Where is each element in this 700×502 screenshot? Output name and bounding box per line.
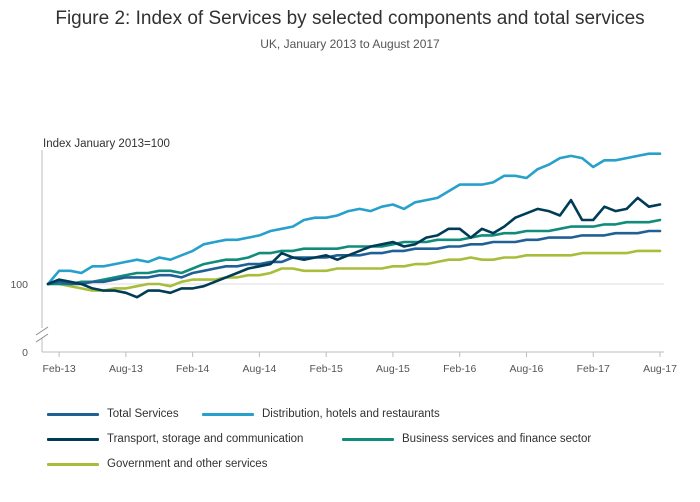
series-line-total-services xyxy=(46,229,662,286)
x-tick-label: Feb-14 xyxy=(176,363,209,375)
y-axis-title: Index January 2013=100 xyxy=(43,138,170,150)
y-tick-label: 0 xyxy=(22,347,28,359)
legend-label: Business services and finance sector xyxy=(402,433,592,445)
legend-swatch xyxy=(47,412,99,416)
x-tick-label: Aug-15 xyxy=(376,363,410,375)
series-line-business-services-and-finance-sector xyxy=(46,218,662,286)
legend-swatch xyxy=(47,437,99,441)
line-chart: Index January 2013=100 Feb-13 Aug-13 Feb-1… xyxy=(10,138,677,375)
legend-swatch xyxy=(202,412,254,416)
series-line-transport-storage-and-communication xyxy=(46,196,662,299)
legend-label: Distribution, hotels and restaurants xyxy=(262,408,440,420)
legend-swatch xyxy=(47,462,99,466)
legend-label: Government and other services xyxy=(107,458,268,470)
x-tick-label: Feb-15 xyxy=(310,363,343,375)
legend-item[interactable]: Total Services xyxy=(47,404,179,424)
legend-label: Transport, storage and communication xyxy=(107,433,304,445)
legend-item[interactable]: Distribution, hotels and restaurants xyxy=(202,404,440,424)
legend-label: Total Services xyxy=(107,408,179,420)
chart-title: Figure 2: Index of Services by selected … xyxy=(55,8,645,29)
x-tick-label: Aug-16 xyxy=(510,363,544,375)
chart-subtitle: UK, January 2013 to August 2017 xyxy=(260,37,440,51)
x-tick-label: Feb-17 xyxy=(577,363,610,375)
series-line-distribution-hotels-and-restaurants xyxy=(46,152,662,286)
x-tick-label: Aug-14 xyxy=(242,363,276,375)
axis-break-mark xyxy=(35,326,49,336)
y-tick-label: 100 xyxy=(10,279,28,291)
x-tick-label: Feb-16 xyxy=(443,363,476,375)
legend-swatch xyxy=(342,437,394,441)
x-tick-label: Aug-17 xyxy=(643,363,677,375)
series-line-government-and-other-services xyxy=(46,249,662,292)
legend-item[interactable]: Business services and finance sector xyxy=(342,429,591,449)
axis-break-mark xyxy=(35,333,49,343)
x-tick-label: Aug-13 xyxy=(109,363,143,375)
legend-item[interactable]: Government and other services xyxy=(47,454,267,474)
legend-item[interactable]: Transport, storage and communication xyxy=(47,429,303,449)
x-tick-label: Feb-13 xyxy=(42,363,75,375)
